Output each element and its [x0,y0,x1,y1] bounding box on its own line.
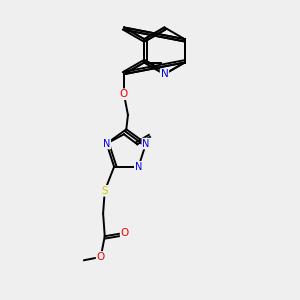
Text: O: O [120,89,128,99]
Text: N: N [160,69,168,79]
Text: O: O [97,252,105,262]
Text: N: N [103,139,110,148]
Text: O: O [121,228,129,238]
Text: N: N [135,162,142,172]
Text: N: N [142,139,150,148]
Text: S: S [101,186,108,196]
